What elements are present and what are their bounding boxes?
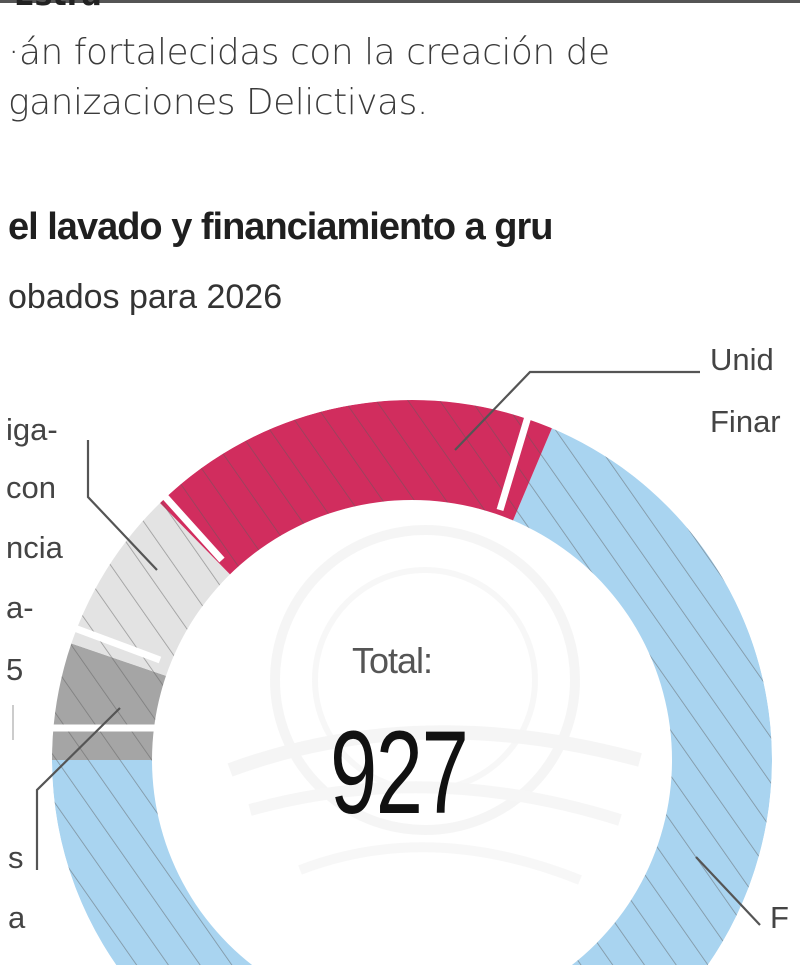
total-label: Total:: [352, 640, 433, 681]
chart-title: el lavado y financiamiento a gru: [8, 206, 553, 248]
intro-line-1: ·án fortalecidas con la creación de: [8, 32, 610, 73]
label-left-5: 5: [6, 652, 24, 687]
label-unidad: Unid: [710, 342, 774, 377]
label-left-1: iga-: [6, 412, 58, 447]
chart-subtitle: obados para 2026: [8, 278, 283, 316]
label-left-6: s: [8, 840, 24, 875]
label-left-2: con: [6, 470, 56, 505]
label-left-7: a: [8, 900, 26, 935]
leader-lines: [35, 370, 761, 926]
previous-heading: Estra: [14, 0, 102, 13]
watermark-emblem-icon: [227, 525, 642, 885]
label-financiera: Finar: [710, 404, 781, 439]
top-rule: [0, 0, 800, 3]
total-value: 927: [330, 707, 469, 839]
label-bottom-right: F: [770, 900, 789, 935]
intro-line-2: ganizaciones Delictivas.: [8, 82, 428, 123]
intro-paragraph: ·án fortalecidas con la creación de gani…: [8, 28, 610, 128]
label-left-3: ncia: [6, 530, 63, 565]
label-left-4: a-: [6, 590, 34, 625]
